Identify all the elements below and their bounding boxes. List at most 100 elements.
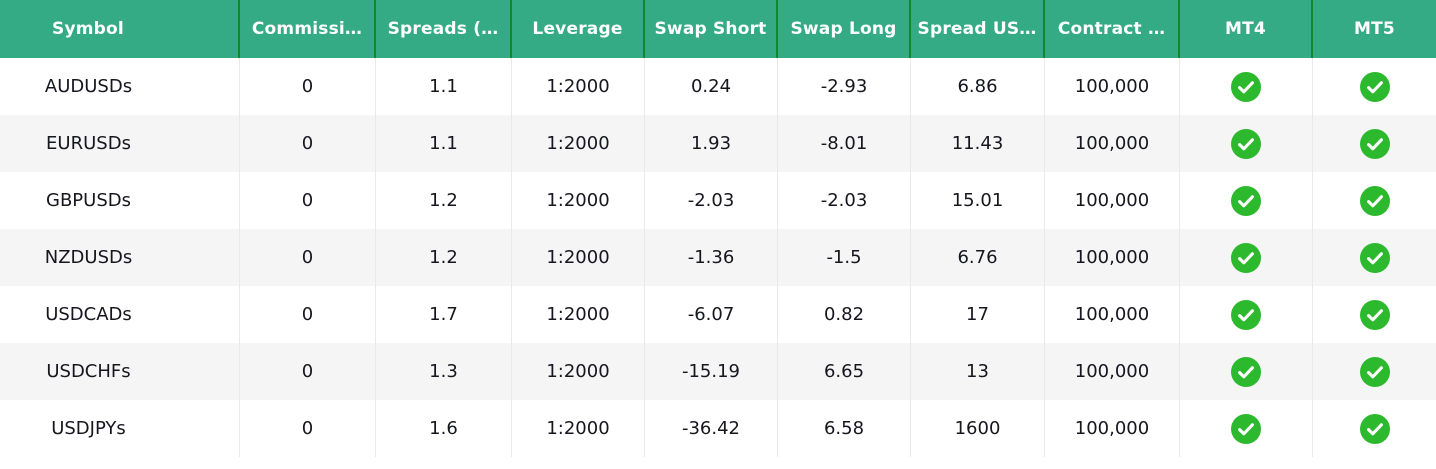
cell-swap-long: -1.5	[778, 229, 911, 286]
cell-contract: 100,000	[1045, 400, 1180, 457]
cell-swap-short: -6.07	[645, 286, 778, 343]
cell-contract: 100,000	[1045, 172, 1180, 229]
cell-swap-long: -8.01	[778, 115, 911, 172]
cell-swap-short: -2.03	[645, 172, 778, 229]
cell-mt4	[1180, 229, 1313, 286]
check-circle-icon	[1231, 71, 1261, 102]
cell-contract: 100,000	[1045, 58, 1180, 115]
cell-symbol: USDCHFs	[0, 343, 240, 400]
cell-mt4	[1180, 343, 1313, 400]
cell-spreads: 1.2	[376, 172, 512, 229]
check-circle-icon	[1359, 71, 1390, 102]
cell-commission: 0	[240, 58, 376, 115]
cell-contract: 100,000	[1045, 229, 1180, 286]
cell-swap-short: -36.42	[645, 400, 778, 457]
cell-contract: 100,000	[1045, 115, 1180, 172]
cell-swap-short: 0.24	[645, 58, 778, 115]
cell-leverage: 1:2000	[512, 286, 645, 343]
cell-leverage: 1:2000	[512, 229, 645, 286]
cell-symbol: USDCADs	[0, 286, 240, 343]
table-row: USDCADs 0 1.7 1:2000 -6.07 0.82 17 100,0…	[0, 286, 1436, 343]
cell-mt4	[1180, 115, 1313, 172]
cell-mt4	[1180, 58, 1313, 115]
table-row: USDCHFs 0 1.3 1:2000 -15.19 6.65 13 100,…	[0, 343, 1436, 400]
column-header-swap-short: Swap Short	[645, 0, 778, 58]
check-circle-icon	[1359, 185, 1390, 216]
cell-commission: 0	[240, 172, 376, 229]
check-circle-icon	[1359, 242, 1390, 273]
cell-leverage: 1:2000	[512, 58, 645, 115]
column-header-spreads: Spreads (…	[376, 0, 512, 58]
cell-spreads: 1.3	[376, 343, 512, 400]
column-header-swap-long: Swap Long	[778, 0, 911, 58]
cell-symbol: USDJPYs	[0, 400, 240, 457]
cell-mt4	[1180, 400, 1313, 457]
cell-commission: 0	[240, 229, 376, 286]
cell-spread-usd: 13	[911, 343, 1045, 400]
column-header-spread-usd: Spread US…	[911, 0, 1045, 58]
cell-leverage: 1:2000	[512, 343, 645, 400]
cell-swap-long: -2.03	[778, 172, 911, 229]
cell-mt4	[1180, 286, 1313, 343]
table-row: AUDUSDs 0 1.1 1:2000 0.24 -2.93 6.86 100…	[0, 58, 1436, 115]
table-row: NZDUSDs 0 1.2 1:2000 -1.36 -1.5 6.76 100…	[0, 229, 1436, 286]
check-circle-icon	[1231, 413, 1261, 444]
cell-commission: 0	[240, 400, 376, 457]
cell-swap-long: 6.58	[778, 400, 911, 457]
cell-contract: 100,000	[1045, 343, 1180, 400]
cell-spreads: 1.1	[376, 58, 512, 115]
column-header-leverage: Leverage	[512, 0, 645, 58]
cell-mt4	[1180, 172, 1313, 229]
check-circle-icon	[1359, 413, 1390, 444]
check-circle-icon	[1231, 356, 1261, 387]
cell-swap-short: -15.19	[645, 343, 778, 400]
cell-swap-short: -1.36	[645, 229, 778, 286]
cell-mt5	[1313, 229, 1436, 286]
cell-symbol: GBPUSDs	[0, 172, 240, 229]
cell-spread-usd: 15.01	[911, 172, 1045, 229]
column-header-symbol: Symbol	[0, 0, 240, 58]
cell-symbol: AUDUSDs	[0, 58, 240, 115]
check-circle-icon	[1231, 128, 1261, 159]
table-header-row: Symbol Commissi… Spreads (… Leverage Swa…	[0, 0, 1436, 58]
cell-symbol: EURUSDs	[0, 115, 240, 172]
cell-leverage: 1:2000	[512, 400, 645, 457]
cell-spread-usd: 6.76	[911, 229, 1045, 286]
check-circle-icon	[1231, 185, 1261, 216]
check-circle-icon	[1359, 299, 1390, 330]
column-header-mt4: MT4	[1180, 0, 1313, 58]
cell-spread-usd: 11.43	[911, 115, 1045, 172]
cell-swap-long: -2.93	[778, 58, 911, 115]
cell-mt5	[1313, 286, 1436, 343]
column-header-contract: Contract …	[1045, 0, 1180, 58]
cell-spread-usd: 6.86	[911, 58, 1045, 115]
column-header-mt5: MT5	[1354, 19, 1395, 39]
cell-leverage: 1:2000	[512, 115, 645, 172]
cell-commission: 0	[240, 343, 376, 400]
check-circle-icon	[1359, 356, 1390, 387]
cell-contract: 100,000	[1045, 286, 1180, 343]
cell-mt5	[1313, 343, 1436, 400]
check-circle-icon	[1359, 128, 1390, 159]
cell-mt5	[1313, 172, 1436, 229]
cell-mt5	[1313, 400, 1436, 457]
cell-swap-long: 0.82	[778, 286, 911, 343]
cell-leverage: 1:2000	[512, 172, 645, 229]
cell-mt5	[1313, 58, 1436, 115]
cell-commission: 0	[240, 286, 376, 343]
cell-commission: 0	[240, 115, 376, 172]
cell-mt5	[1313, 115, 1436, 172]
cell-spread-usd: 1600	[911, 400, 1045, 457]
column-header-commission: Commissi…	[240, 0, 376, 58]
cell-spreads: 1.7	[376, 286, 512, 343]
cell-spreads: 1.2	[376, 229, 512, 286]
cell-spreads: 1.1	[376, 115, 512, 172]
table-body: AUDUSDs 0 1.1 1:2000 0.24 -2.93 6.86 100…	[0, 58, 1436, 457]
cell-swap-short: 1.93	[645, 115, 778, 172]
table-row: USDJPYs 0 1.6 1:2000 -36.42 6.58 1600 10…	[0, 400, 1436, 457]
check-circle-icon	[1231, 242, 1261, 273]
cell-swap-long: 6.65	[778, 343, 911, 400]
table-row: EURUSDs 0 1.1 1:2000 1.93 -8.01 11.43 10…	[0, 115, 1436, 172]
cell-spread-usd: 17	[911, 286, 1045, 343]
